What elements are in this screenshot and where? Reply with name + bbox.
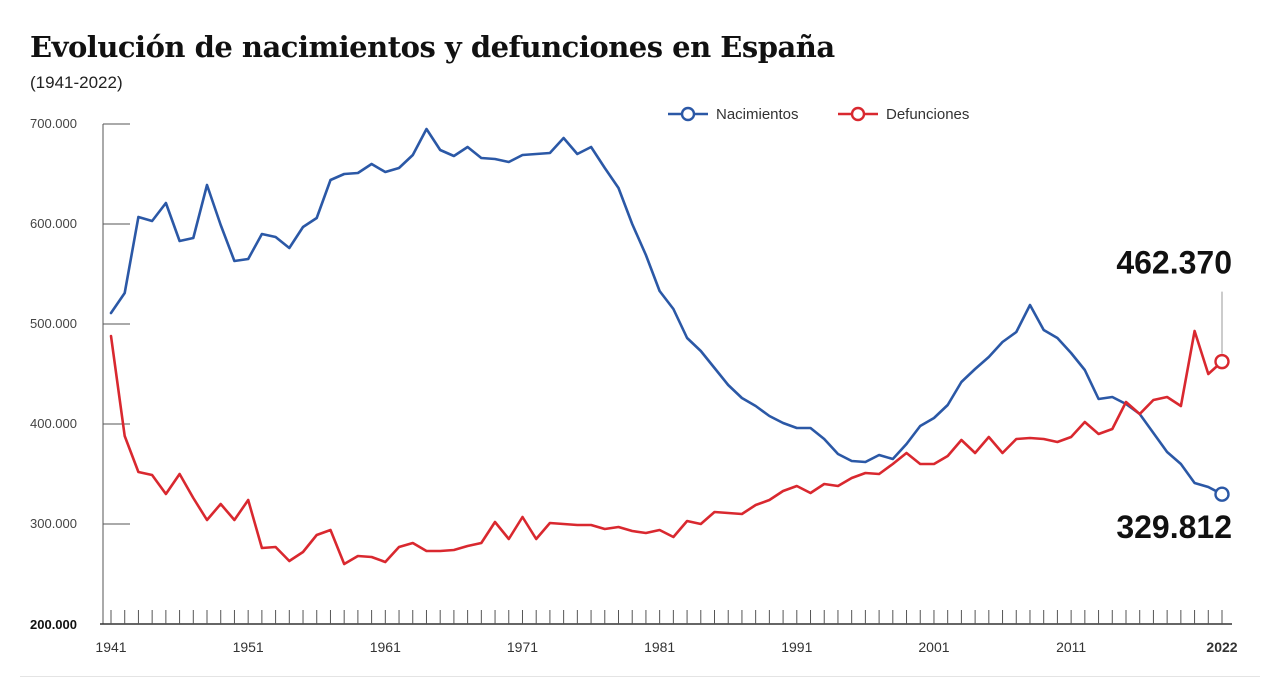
annotation-label-nacimientos: 329.812 — [1116, 509, 1232, 545]
x-tick-label: 1991 — [781, 639, 812, 655]
series-line-nacimientos — [109, 127, 1224, 496]
annotations: 462.370 329.812 — [1116, 245, 1232, 546]
x-tick-label: 2001 — [918, 639, 949, 655]
legend-item-defunciones: Defunciones — [838, 106, 969, 123]
y-tick-label: 500.000 — [30, 316, 77, 331]
chart-title: Evolución de nacimientos y defunciones e… — [30, 30, 835, 64]
x-axis: 1941 1951 1961 1971 1981 1991 2001 2011 2022 — [95, 610, 1238, 655]
end-marker-defunciones — [1214, 353, 1230, 370]
x-tick-label: 1941 — [95, 639, 126, 655]
y-tick-label: 200.000 — [30, 617, 77, 632]
x-tick-label: 1971 — [507, 639, 538, 655]
legend-marker-circle — [680, 106, 696, 122]
legend: Nacimientos Defunciones — [668, 106, 969, 123]
legend-label: Nacimientos — [716, 106, 799, 123]
annotation-label-defunciones: 462.370 — [1116, 245, 1232, 281]
x-tick-label: 2022 — [1206, 639, 1237, 655]
end-marker-nacimientos — [1214, 486, 1230, 502]
x-tick-label: 1981 — [644, 639, 675, 655]
bottom-divider — [20, 676, 1260, 677]
x-tick-label: 1951 — [233, 639, 264, 655]
y-axis: 700.000 600.000 500.000 400.000 300.000 200.0… — [30, 116, 130, 632]
series-layer — [109, 127, 1224, 566]
y-tick-label: 300.000 — [30, 516, 77, 531]
x-tick-label: 1961 — [370, 639, 401, 655]
legend-marker-circle — [850, 106, 866, 122]
series-line-defunciones — [109, 329, 1224, 566]
chart-subtitle: (1941-2022) — [30, 73, 123, 92]
x-tick-label: 2011 — [1056, 639, 1086, 655]
y-tick-label: 400.000 — [30, 416, 77, 431]
legend-label: Defunciones — [886, 106, 969, 123]
y-tick-label: 700.000 — [30, 116, 77, 131]
y-tick-label: 600.000 — [30, 216, 77, 231]
legend-item-nacimientos: Nacimientos — [668, 106, 799, 123]
